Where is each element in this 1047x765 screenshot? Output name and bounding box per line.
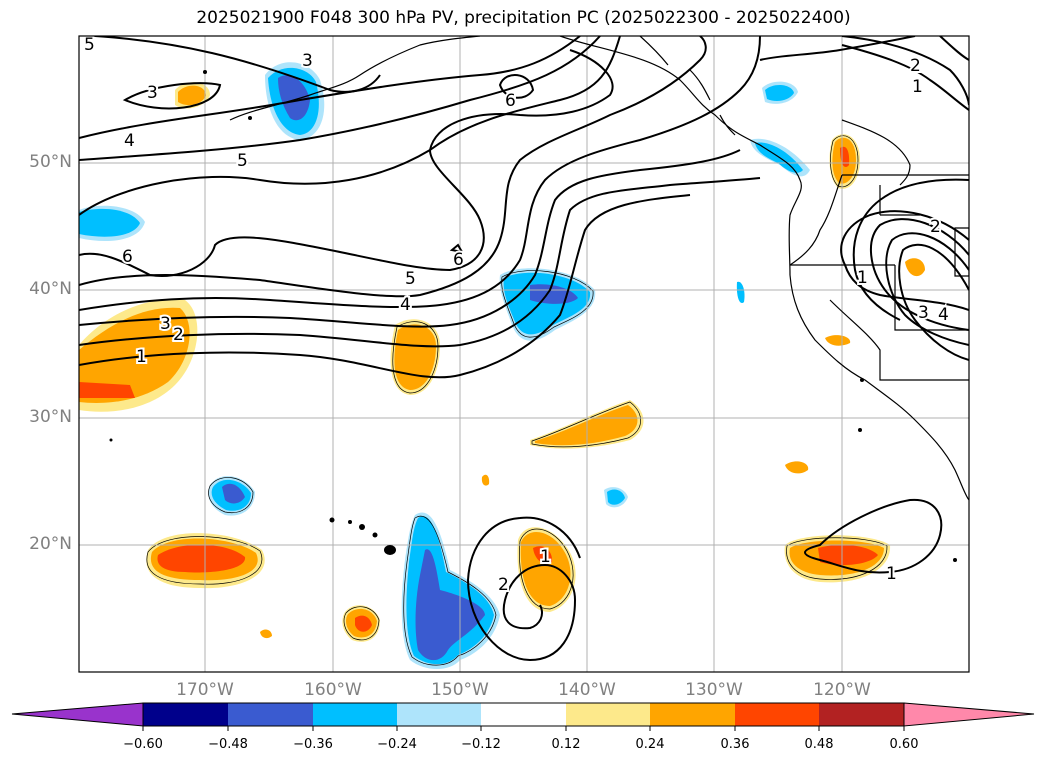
contour-label: 2 [498, 575, 509, 595]
contour-label: 5 [84, 35, 95, 55]
pv-contours [79, 36, 969, 662]
contour-label: 3 [147, 83, 158, 103]
colorbar-tick-label: −0.48 [208, 737, 248, 752]
colorbar-tick-label: 0.60 [889, 737, 919, 752]
contour-label: 1 [540, 547, 551, 567]
contour-label: 4 [938, 305, 949, 325]
lat-label: 40°N [29, 279, 72, 299]
contour-label: 6 [122, 247, 133, 267]
lat-label: 50°N [29, 152, 72, 172]
contour-labels: 5 3 3 4 5 6 6 6 5 4 3 2 1 2 1 1 2 3 4 1 … [82, 35, 951, 597]
lon-label: 170°W [176, 680, 234, 700]
lon-label: 130°W [685, 680, 743, 700]
colorbar-segment [228, 703, 313, 726]
contour-label: 1 [136, 347, 147, 367]
contour-label: 6 [505, 91, 516, 111]
colorbar [11, 702, 1035, 731]
contour-label: 3 [160, 314, 171, 334]
contour-label: 5 [405, 269, 416, 289]
contour-label: 4 [124, 131, 135, 151]
colorbar-extend-low [11, 702, 144, 727]
lat-label: 20°N [29, 534, 72, 554]
lon-label: 160°W [304, 680, 362, 700]
contour-label: 6 [453, 250, 464, 270]
contour-label: 1 [886, 564, 897, 584]
colorbar-segment [819, 703, 904, 726]
islands [109, 70, 957, 562]
contour-label: 3 [302, 51, 313, 71]
colorbar-tick-label: −0.36 [293, 737, 333, 752]
colorbar-tick-label: 0.12 [551, 737, 581, 752]
colorbar-tick-label: 0.24 [635, 737, 665, 752]
colorbar-segment [735, 703, 819, 726]
precip-outlines [146, 135, 888, 666]
plot-frame [78, 35, 970, 673]
colorbar-tick-label: 0.36 [720, 737, 750, 752]
colorbar-segment [566, 703, 650, 726]
colorbar-segment [313, 703, 397, 726]
colorbar-segment [650, 703, 735, 726]
contour-label: 1 [912, 77, 923, 97]
coastline [229, 36, 969, 501]
colorbar-tick-label: −0.24 [377, 737, 417, 752]
contour-label: 3 [918, 303, 929, 323]
colorbar-tick-label: 0.48 [804, 737, 834, 752]
lon-label: 150°W [431, 680, 489, 700]
colorbar-segment [397, 703, 481, 726]
contour-label: 5 [237, 151, 248, 171]
colorbar-segment [143, 703, 228, 726]
colorbar-tick-label: −0.60 [123, 737, 163, 752]
colorbar-tick-label: −0.12 [461, 737, 501, 752]
lon-label: 140°W [558, 680, 616, 700]
map-title: 2025021900 F048 300 hPa PV, precipitatio… [196, 8, 851, 28]
contour-label: 2 [910, 56, 921, 76]
contour-label: 1 [857, 268, 868, 288]
colorbar-segment [481, 703, 566, 726]
contour-label: 4 [400, 295, 411, 315]
colorbar-extend-high [903, 702, 1035, 727]
contour-label: 2 [930, 217, 941, 237]
lat-label: 30°N [29, 407, 72, 427]
lon-label: 120°W [813, 680, 871, 700]
contour-label: 2 [173, 325, 184, 345]
